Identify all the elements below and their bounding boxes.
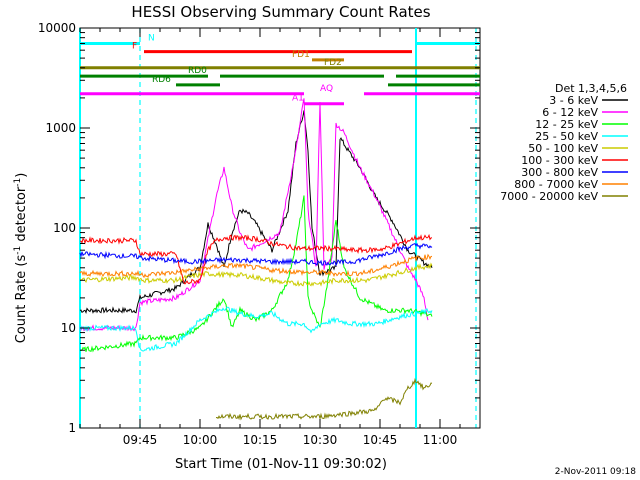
series-line-4 bbox=[79, 262, 433, 287]
legend-label: 12 - 25 keV bbox=[535, 118, 598, 131]
legend-label: 6 - 12 keV bbox=[542, 106, 598, 119]
series-line-5 bbox=[79, 233, 433, 285]
series-line-2 bbox=[79, 195, 433, 353]
generated-timestamp: 2-Nov-2011 09:18 bbox=[555, 467, 637, 477]
legend-label: 50 - 100 keV bbox=[528, 142, 598, 155]
y-axis-label-mid: detector bbox=[14, 186, 29, 246]
x-tick-label: 10:15 bbox=[243, 433, 278, 447]
series-line-1 bbox=[79, 98, 429, 332]
y-tick-label: 100 bbox=[53, 221, 76, 235]
legend-label: 800 - 7000 keV bbox=[514, 178, 598, 191]
x-tick-label: 11:00 bbox=[423, 433, 458, 447]
x-axis: 09:45 10:00 10:15 10:30 10:45 11:00 bbox=[79, 28, 481, 447]
y-tick-label: 1 bbox=[68, 421, 76, 435]
legend-label: 300 - 800 keV bbox=[521, 166, 598, 179]
y-axis-label-sup1: -1 bbox=[13, 246, 23, 255]
series-line-8 bbox=[215, 377, 433, 421]
legend-label: 100 - 300 keV bbox=[521, 154, 598, 167]
flag-label-7: A1 bbox=[292, 94, 304, 104]
flag-label-1: F bbox=[132, 42, 137, 52]
y-tick-label: 1000 bbox=[45, 121, 76, 135]
flag-label-3: FD2 bbox=[324, 58, 342, 68]
flag-label-4: RD0 bbox=[188, 66, 207, 76]
flag-label-6: AQ bbox=[320, 84, 333, 94]
y-tick-label: 10 bbox=[61, 321, 76, 335]
y-axis-label-sup2: -1 bbox=[13, 178, 23, 187]
chart-title: HESSI Observing Summary Count Rates bbox=[131, 3, 430, 21]
y-axis-label: Count Rate (s-1 detector-1) bbox=[13, 173, 29, 344]
series-line-6 bbox=[79, 242, 433, 267]
y-axis: 1 10 100 1000 10000 bbox=[38, 21, 480, 435]
series-line-0 bbox=[79, 110, 433, 314]
flag-label-5: RD6 bbox=[152, 75, 171, 85]
x-tick-label: 10:45 bbox=[363, 433, 398, 447]
x-axis-label: Start Time (01-Nov-11 09:30:02) bbox=[175, 457, 387, 472]
series-line-7 bbox=[79, 253, 433, 279]
y-axis-label-main: Count Rate (s bbox=[14, 255, 29, 344]
plot-area: N F FD1 FD2 RD0 RD6 AQ A1 bbox=[79, 27, 481, 429]
y-axis-label-end: ) bbox=[14, 173, 29, 178]
x-tick-label: 10:00 bbox=[183, 433, 218, 447]
x-tick-label: 09:45 bbox=[123, 433, 158, 447]
x-tick-label: 10:30 bbox=[303, 433, 338, 447]
y-tick-label: 10000 bbox=[38, 21, 76, 35]
legend-label: 7000 - 20000 keV bbox=[500, 190, 598, 203]
legend-title: Det 1,3,4,5,6 bbox=[555, 82, 627, 95]
legend-label: 3 - 6 keV bbox=[549, 94, 598, 107]
legend-label: 25 - 50 keV bbox=[535, 130, 598, 143]
flag-label-0: N bbox=[148, 33, 155, 43]
flag-label-2: FD1 bbox=[292, 50, 310, 60]
series-line-3 bbox=[79, 306, 433, 352]
